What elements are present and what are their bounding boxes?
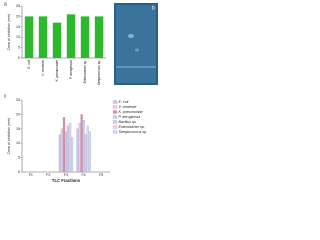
x-tick-label: E. coli <box>27 60 31 69</box>
legend-label: Bacillus sp. <box>119 120 137 124</box>
y-tick-label: 25 <box>16 4 20 8</box>
bar <box>70 137 74 173</box>
x-tick-label: Streptococcus sp. <box>97 60 101 85</box>
legend-swatch <box>112 130 118 134</box>
legend-label: V. cholerae <box>119 105 137 109</box>
bar <box>66 14 76 58</box>
figure: b a 0 5 10 15 20 25 Zone of inhibition (mm) E. c… <box>4 1 158 183</box>
x-tick-label: F3 <box>64 173 68 177</box>
bar <box>52 22 62 58</box>
x-tick-label: F4 <box>81 173 85 177</box>
y-tick-label: 10 <box>16 35 20 39</box>
legend-swatch <box>112 110 118 114</box>
x-tick-label: P. aeruginosa <box>69 60 73 79</box>
x-tick-label: K. pneumoniae <box>55 60 59 82</box>
bar <box>64 131 68 173</box>
y-tick-label: 0 <box>18 170 20 174</box>
legend-label: Streptococcus sp. <box>119 130 148 134</box>
x-axis-label: TLC Fractions <box>52 178 81 183</box>
y-axis-label: Zone of inhibition (mm) <box>7 14 11 51</box>
legend-swatch <box>112 115 118 119</box>
x-tick-label: V. cholerae <box>41 60 45 76</box>
bar <box>84 134 87 173</box>
legend-swatch <box>112 100 118 104</box>
bar <box>38 16 48 58</box>
bar <box>80 16 90 58</box>
bar <box>94 16 104 58</box>
panel-label: a <box>4 1 7 7</box>
y-axis-label: Zone of inhibition (mm) <box>7 118 11 155</box>
x-tick-label: F5 <box>99 173 103 177</box>
bar <box>24 16 34 58</box>
bar <box>58 134 62 173</box>
y-tick-label: 10 <box>16 141 20 145</box>
plate-spot <box>128 34 134 38</box>
bar <box>78 122 81 173</box>
legend-swatch <box>112 120 118 124</box>
y-tick-label: 20 <box>16 14 20 18</box>
bar <box>86 125 89 173</box>
panel-label: b <box>152 5 155 11</box>
legend-swatch <box>112 125 118 129</box>
y-tick-label: 25 <box>16 98 20 102</box>
bar <box>66 125 70 173</box>
y-tick-label: 15 <box>16 25 20 29</box>
plate-lane <box>116 5 156 83</box>
legend-label: P. aeruginosa <box>119 115 141 119</box>
legend-label: E. coli <box>119 100 129 104</box>
bar <box>82 120 85 173</box>
legend-label: Enterobacter sp. <box>119 125 145 129</box>
y-tick-label: 15 <box>16 127 20 131</box>
legend-swatch <box>112 105 118 109</box>
bar <box>68 122 72 173</box>
x-tick-label: F2 <box>46 173 50 177</box>
bar <box>62 117 66 173</box>
y-tick-label: 5 <box>18 46 20 50</box>
bar <box>88 131 91 173</box>
x-tick-label: Enterobacter sp. <box>83 60 87 84</box>
bar <box>76 128 79 173</box>
panel-label: c <box>4 93 7 99</box>
bar <box>80 114 83 173</box>
tlc-plate: b <box>114 3 158 85</box>
x-tick-label: F1 <box>29 173 33 177</box>
y-tick-label: 0 <box>18 56 20 60</box>
legend-label: K. pneumoniae <box>119 110 143 114</box>
y-tick-label: 5 <box>18 156 20 160</box>
bar <box>60 128 64 173</box>
plate-spot <box>135 48 139 52</box>
y-tick-label: 20 <box>16 112 20 116</box>
